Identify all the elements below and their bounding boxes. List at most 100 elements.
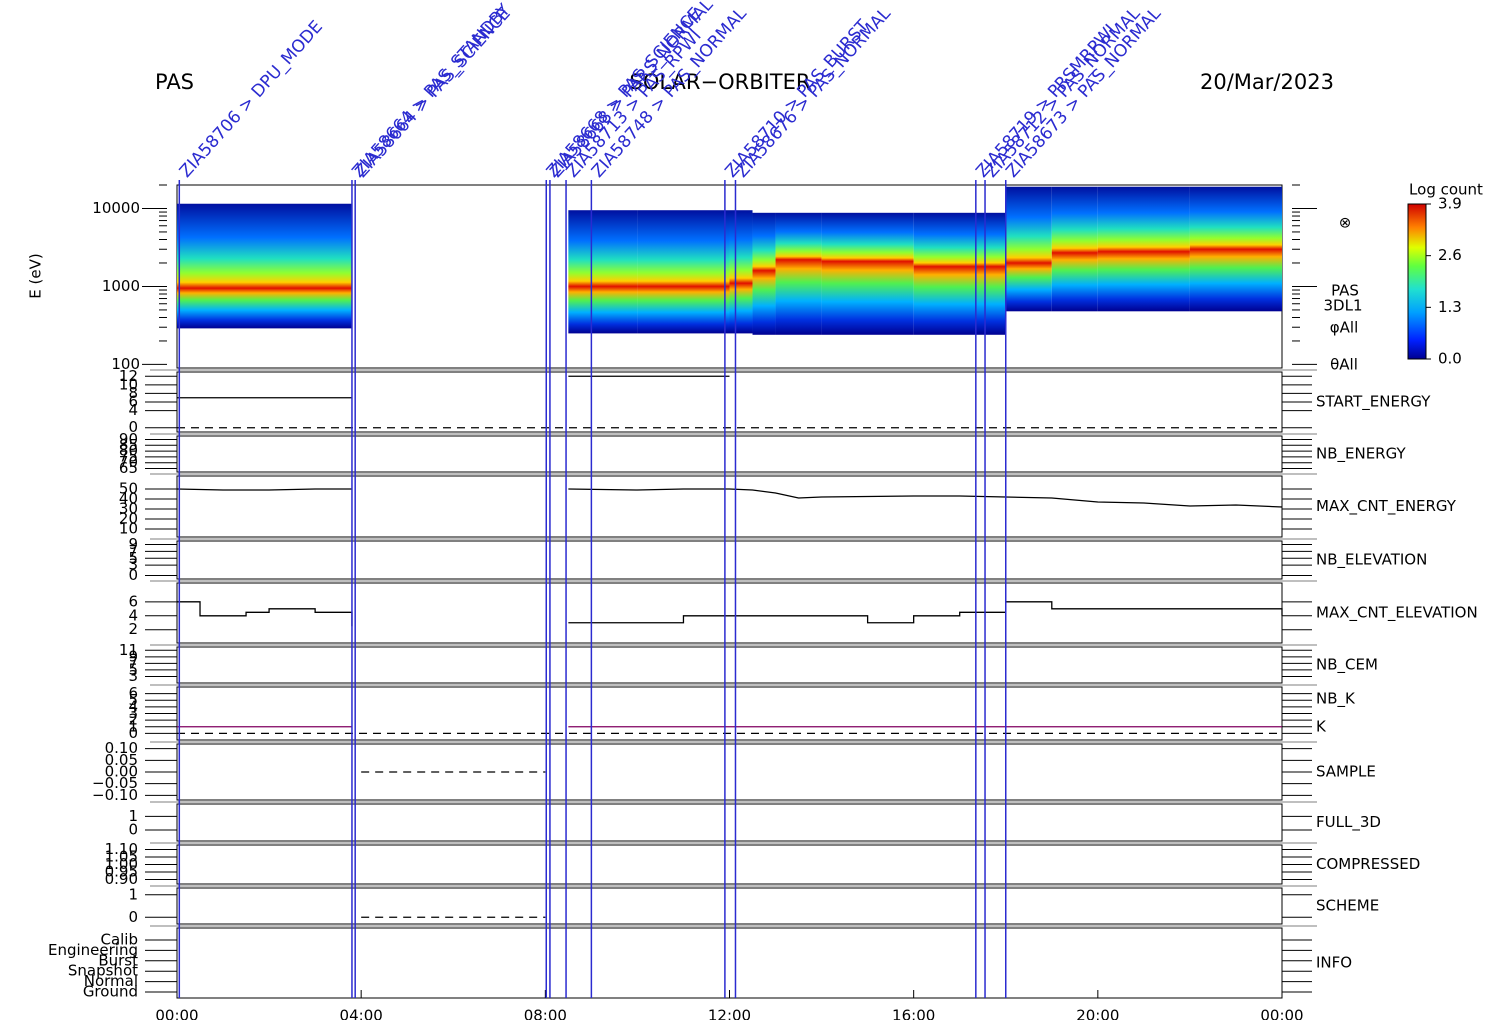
panel-label: INFO	[1316, 954, 1352, 972]
panel-label: MAX_CNT_ELEVATION	[1316, 604, 1478, 623]
y-category-label: Normal	[84, 972, 138, 990]
y-tick-label: 1	[128, 807, 138, 825]
spectrogram-segment	[913, 212, 1006, 335]
y-tick-label: 90	[119, 430, 138, 448]
spectrogram-segment	[775, 212, 822, 335]
y-tick-label: 10	[119, 375, 138, 393]
y-tick-label: 11	[119, 641, 138, 659]
colorbar	[1407, 203, 1427, 360]
panel-label: NB_ENERGY	[1316, 445, 1406, 464]
y-tick-label: 40	[119, 490, 138, 508]
y-tick-label: 0.90	[105, 870, 138, 888]
y-axis-label: E (eV)	[27, 253, 45, 298]
panel-frame	[176, 646, 1283, 684]
panel-label: COMPRESSED	[1316, 855, 1420, 873]
y-tick-label: 1000	[102, 277, 140, 295]
spectrogram-segment	[1097, 186, 1190, 312]
y-category-label: Ground	[83, 983, 138, 1001]
panel-label: K	[1316, 718, 1327, 736]
y-tick-label: 10	[119, 520, 138, 538]
side-label: φAll	[1330, 319, 1359, 337]
y-tick-label: 0	[128, 821, 138, 839]
y-tick-label: 4	[128, 606, 138, 624]
panel-label: NB_ELEVATION	[1316, 551, 1427, 570]
event-label: ZIA58712 > PAS_NORMAL	[982, 4, 1145, 182]
y-category-label: Calib	[100, 931, 138, 949]
y-tick-label: 3	[128, 556, 138, 574]
y-tick-label: 0	[128, 418, 138, 436]
header-center: SOLAR−ORBITER	[629, 70, 810, 94]
x-tick-label: 08:00	[524, 1007, 567, 1020]
spectrogram-segment	[1189, 186, 1282, 312]
y-tick-label: 6	[128, 684, 138, 702]
x-tick-label: 00:00	[155, 1007, 198, 1020]
series-line	[177, 601, 1283, 627]
y-tick-label: 5	[128, 549, 138, 567]
spectrogram-segment	[177, 203, 352, 329]
spectrogram-segment	[752, 212, 776, 335]
y-tick-label: 70	[119, 453, 138, 471]
y-tick-label: 80	[119, 442, 138, 460]
y-tick-label: 20	[119, 510, 138, 528]
y-tick-label: 0.05	[105, 751, 138, 769]
panel-label: SCHEME	[1316, 897, 1379, 915]
event-label: ZIA58673 > PAS_NORMAL	[1002, 4, 1165, 182]
spectrogram-segment	[1005, 186, 1052, 312]
y-tick-label: 2	[128, 711, 138, 729]
panel-label: FULL_3D	[1316, 813, 1381, 832]
panel-label: NB_K	[1316, 690, 1356, 709]
y-tick-label: 50	[119, 480, 138, 498]
spectrogram-segment	[821, 212, 914, 335]
panel-label: SAMPLE	[1316, 763, 1376, 781]
y-tick-label: 30	[119, 500, 138, 518]
y-tick-label: 0	[128, 566, 138, 584]
y-tick-label: 9	[128, 535, 138, 553]
y-tick-label: 1.05	[105, 848, 138, 866]
colorbar-tick-label: 2.6	[1438, 246, 1462, 264]
panel-frame	[176, 475, 1283, 538]
side-label: PAS	[1331, 282, 1359, 300]
y-tick-label: −0.05	[92, 774, 138, 792]
y-tick-label: 1.00	[105, 855, 138, 873]
side-label: 3DL1	[1324, 297, 1363, 315]
y-tick-label: 1.10	[105, 840, 138, 858]
x-tick-label: 04:00	[340, 1007, 383, 1020]
y-tick-label: 0.95	[105, 863, 138, 881]
spectrogram-segment	[568, 210, 638, 334]
spectrogram-segment	[637, 210, 730, 334]
y-category-label: Burst	[98, 951, 138, 969]
x-tick-label: 20:00	[1076, 1007, 1119, 1020]
colorbar-tick-label: 3.9	[1438, 195, 1462, 213]
x-tick-label: 00:00	[1260, 1007, 1303, 1020]
y-tick-label: 65	[119, 459, 138, 477]
event-label: ZIA58664 > PAS_SCIENCE	[352, 4, 515, 182]
panel-frame	[176, 803, 1283, 842]
y-tick-label: 8	[128, 384, 138, 402]
y-tick-label: 5	[128, 660, 138, 678]
panel-frame	[176, 540, 1283, 580]
panel-frame	[176, 927, 1283, 999]
y-tick-label: −0.10	[92, 786, 138, 804]
y-tick-label: 7	[128, 654, 138, 672]
y-category-label: Engineering	[48, 941, 138, 959]
y-tick-label: 10000	[92, 199, 140, 217]
y-tick-label: 85	[119, 436, 138, 454]
panel-frame	[176, 844, 1283, 885]
series-line	[177, 375, 730, 399]
y-tick-label: 0.00	[105, 763, 138, 781]
series-line	[176, 488, 1283, 508]
spectrogram-segment	[1051, 186, 1098, 312]
y-tick-label: 3	[128, 704, 138, 722]
panel-label: MAX_CNT_ENERGY	[1316, 497, 1457, 516]
panel-label: NB_CEM	[1316, 656, 1378, 675]
y-tick-label: 75	[119, 447, 138, 465]
y-tick-label: 4	[128, 697, 138, 715]
y-tick-label: 6	[128, 592, 138, 610]
y-tick-label: 2	[128, 620, 138, 638]
y-tick-label: 6	[128, 393, 138, 411]
header-right: 20/Mar/2023	[1200, 70, 1334, 94]
colorbar-tick-label: 0.0	[1438, 350, 1462, 368]
x-tick-label: 12:00	[708, 1007, 751, 1020]
